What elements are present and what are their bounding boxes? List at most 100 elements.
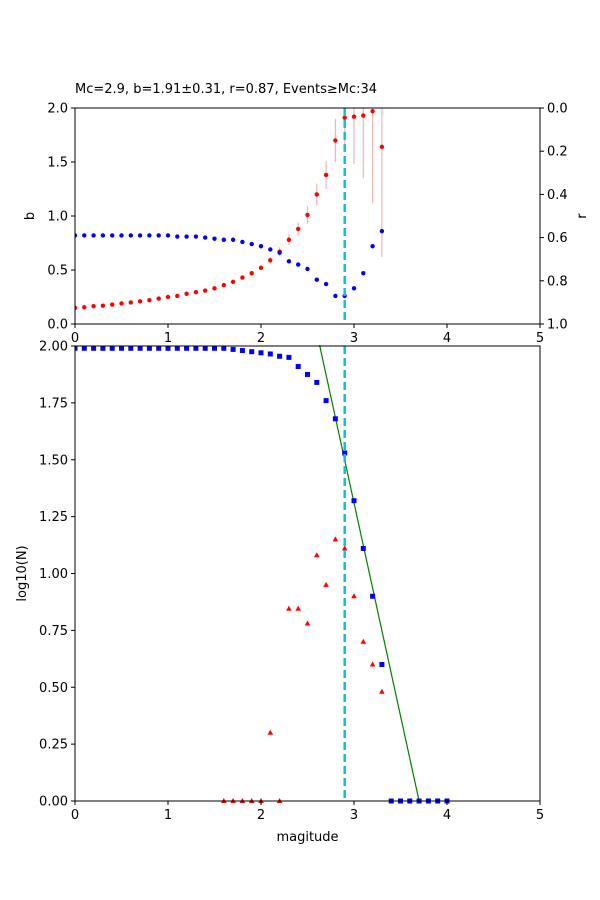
top-y-tick-label: 2.0 <box>47 102 68 117</box>
frequency-magnitude-panel: 0 1 2 3 4 5 0.00 0.25 0.50 0.75 1.00 1.25 1.50 1.75 2… <box>15 340 544 846</box>
incremental-count-point <box>341 545 348 551</box>
b-value-point <box>203 288 208 293</box>
cumulative-count-point <box>156 345 162 351</box>
cumulative-count-point <box>165 345 171 351</box>
top-y2-tick-label: 1.0 <box>547 318 568 333</box>
b-value-point <box>212 286 217 291</box>
r-value-point <box>82 233 87 238</box>
b-value-point <box>128 300 133 305</box>
bottom-x-tick-label: 1 <box>164 808 172 823</box>
bottom-y-tick-label: 1.00 <box>39 567 68 582</box>
r-value-point <box>193 234 199 239</box>
r-value-point <box>91 233 96 238</box>
incremental-count-point <box>332 536 339 542</box>
top-y-axis: 0.0 0.5 1.0 1.5 2.0 <box>47 102 75 333</box>
top-plot-area <box>75 108 385 324</box>
b-value-point <box>240 275 245 280</box>
cumulative-count-point <box>75 345 78 351</box>
incremental-count-point <box>360 638 367 644</box>
bottom-x-axis-label: magitude <box>276 830 338 845</box>
bottom-plot-area <box>75 345 450 804</box>
r-value-point <box>361 271 366 276</box>
cumulative-count-point <box>81 345 87 351</box>
cumulative-count-point <box>351 498 357 504</box>
top-x-tick-label: 1 <box>164 331 172 346</box>
bottom-y-tick-label: 1.75 <box>39 396 68 411</box>
cumulative-count-point <box>370 593 376 599</box>
gr-fit-line <box>318 345 420 802</box>
bottom-x-tick-label: 4 <box>443 808 451 823</box>
top-x-tick-label: 4 <box>443 331 451 346</box>
incremental-count-point <box>286 605 292 611</box>
cumulative-count-point <box>109 345 115 351</box>
top-y-tick-label: 0.0 <box>47 318 68 333</box>
top-y2-tick-label: 0.0 <box>547 102 568 117</box>
r-value-point <box>314 277 319 282</box>
b-value-point <box>91 303 96 309</box>
bottom-x-tick-label: 3 <box>350 808 358 823</box>
incremental-count-point <box>351 593 357 599</box>
b-value-point <box>268 258 273 263</box>
bottom-y-tick-label: 1.50 <box>39 453 68 468</box>
top-x-tick-label: 3 <box>350 331 358 346</box>
cumulative-count-point <box>267 351 273 357</box>
top-y2-tick-label: 0.8 <box>547 274 568 289</box>
b-value-point <box>175 293 180 299</box>
cumulative-count-point <box>249 349 255 355</box>
b-value-point <box>221 282 226 288</box>
bottom-y-tick-label: 0.50 <box>39 681 68 696</box>
cumulative-count-point <box>323 398 329 404</box>
cumulative-count-point <box>174 345 180 351</box>
cumulative-count-point <box>119 345 124 351</box>
r-value-point <box>249 241 254 247</box>
cumulative-count-point <box>379 662 385 667</box>
b-value-point <box>165 294 171 300</box>
top-y-tick-label: 1.5 <box>47 156 68 171</box>
bottom-series-group <box>75 345 450 804</box>
r-value-point <box>277 250 282 255</box>
top-y-tick-label: 1.0 <box>47 210 68 225</box>
cumulative-count-point <box>332 416 338 422</box>
b-value-point <box>370 109 375 114</box>
b-value-point <box>258 265 264 271</box>
cumulative-count-point <box>193 345 199 351</box>
incremental-count-point <box>304 620 311 626</box>
incremental-count-point <box>314 552 320 558</box>
r-value-point <box>203 235 208 240</box>
cumulative-count-point <box>128 345 134 351</box>
r-value-point <box>156 233 161 238</box>
b-value-point <box>305 212 310 218</box>
r-value-point <box>75 233 78 238</box>
incremental-count-point <box>379 688 385 694</box>
b-value-point <box>333 138 338 143</box>
r-value-point <box>165 233 171 238</box>
top-x-tick-label: 0 <box>71 331 79 346</box>
bottom-x-tick-label: 5 <box>536 808 544 823</box>
b-value-point <box>137 299 143 304</box>
bottom-x-tick-label: 2 <box>257 808 265 823</box>
top-x-axis: 0 1 2 3 4 5 <box>71 324 544 346</box>
r-value-point <box>305 266 310 272</box>
top-chart-title: Mc=2.9, b=1.91±0.31, r=0.87, Events≥Mc:3… <box>75 82 377 97</box>
top-y2-tick-label: 0.4 <box>547 188 568 203</box>
b-value-point <box>82 305 87 310</box>
r-value-point <box>110 233 115 238</box>
cumulative-count-point <box>239 348 245 354</box>
b-value-point <box>286 237 292 242</box>
incremental-count-point <box>267 729 274 735</box>
top-x-tick-label: 2 <box>257 331 265 346</box>
r-value-point <box>100 233 106 238</box>
cumulative-count-point <box>137 345 143 351</box>
cumulative-count-point <box>202 345 208 351</box>
cumulative-count-point <box>286 354 292 360</box>
r-value-point <box>119 233 124 238</box>
cumulative-count-point <box>305 371 310 377</box>
bottom-y-tick-label: 0.00 <box>39 795 68 810</box>
cumulative-count-point <box>146 345 152 351</box>
r-value-point <box>128 233 133 238</box>
cumulative-count-point <box>184 345 190 351</box>
cumulative-count-point <box>314 379 320 385</box>
r-value-point <box>268 247 273 252</box>
